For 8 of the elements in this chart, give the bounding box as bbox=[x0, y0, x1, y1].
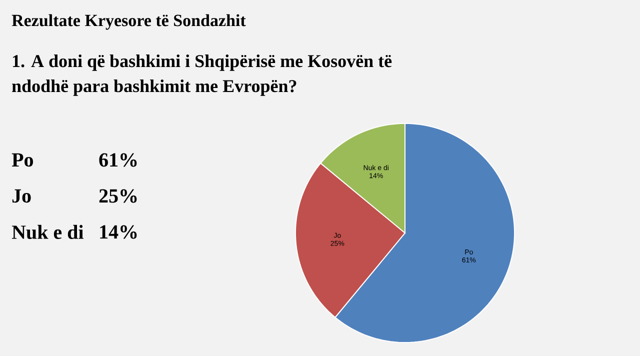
category-label: Nuk e di bbox=[12, 224, 84, 240]
text: 25% bbox=[99, 189, 137, 203]
text: 61% bbox=[99, 153, 137, 167]
category-label: Po bbox=[12, 153, 34, 167]
category-label: Jo bbox=[12, 189, 31, 203]
text: 14% bbox=[100, 225, 137, 239]
chart-subtitle: 1. A doni që bashkimi i Shqipërisë me Kosovën të ndodhë para bashkimit me Evropën? bbox=[12, 54, 392, 96]
text: Rezultate Kryesore të Sondazhit bbox=[12, 14, 246, 30]
